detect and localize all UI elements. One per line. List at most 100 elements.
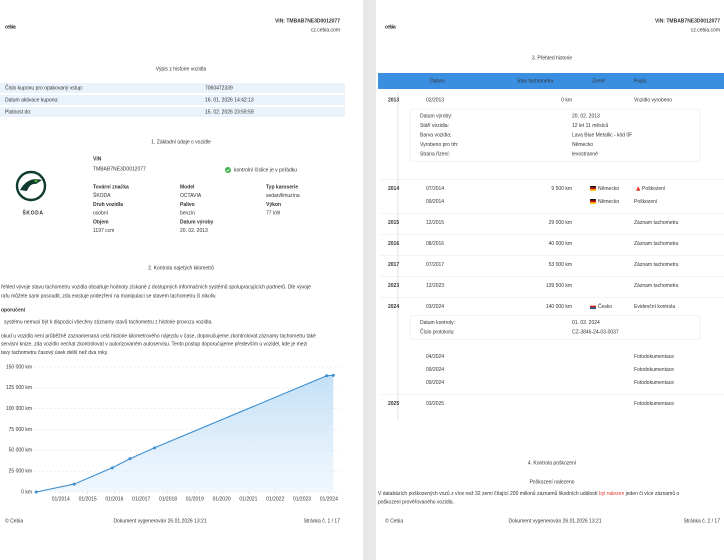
section-heading: 2. Kontrola najetých kilometrů bbox=[148, 264, 214, 271]
x-tick-label: 01/2018 bbox=[159, 496, 177, 502]
entry-description: Poškození bbox=[642, 186, 666, 192]
entry-date: 07/2017 bbox=[426, 262, 444, 268]
y-tick-label: 50 000 km bbox=[9, 448, 32, 454]
entry-description: Vozidlo vyrobeno bbox=[634, 97, 672, 103]
detail-label: Barva vozidla: bbox=[420, 132, 451, 138]
entry-date: 12/2023 bbox=[426, 283, 444, 289]
column-header: Datum bbox=[430, 78, 445, 84]
entry-description: Fotodokumentace bbox=[634, 367, 674, 373]
check-icon bbox=[225, 167, 231, 173]
entry-odometer: 9 500 km bbox=[551, 186, 572, 192]
x-tick-label: 01/2022 bbox=[266, 496, 284, 502]
text-part: jeden či více záznamů o bbox=[624, 490, 679, 497]
flag-stripe bbox=[590, 199, 596, 201]
coupon-row bbox=[0, 107, 345, 117]
coupon-value: 16. 01. 2026 14:42:13 bbox=[205, 97, 254, 103]
entry-description: Fotodokumentace bbox=[634, 380, 674, 386]
field-value: 20. 02. 2013 bbox=[180, 228, 208, 234]
x-tick-label: 01/2019 bbox=[186, 496, 204, 502]
entry-date: 12/2015 bbox=[426, 220, 444, 226]
field-label: Model bbox=[180, 184, 195, 190]
detail-label: Číslo protokolu: bbox=[420, 328, 455, 335]
field-label: Výkon bbox=[266, 202, 281, 208]
x-tick-label: 01/2017 bbox=[132, 496, 150, 502]
site: cz.cebia.com bbox=[691, 27, 720, 33]
column-header: Stav tachometru bbox=[517, 78, 554, 84]
point bbox=[153, 446, 157, 450]
paragraph-line: servisní knize, zda vozidlo nechat zkont… bbox=[1, 342, 307, 348]
point bbox=[128, 457, 132, 461]
year: 2014 bbox=[388, 186, 399, 192]
field-value: benzín bbox=[180, 210, 195, 216]
page-title: Výpis z historie vozidla bbox=[156, 66, 207, 72]
flag-border bbox=[589, 303, 597, 310]
table-header bbox=[378, 73, 724, 89]
check-mark bbox=[226, 168, 230, 172]
vin-check: kontrolní číslice je v pořádku bbox=[234, 167, 297, 173]
entry-date: 09/2014 bbox=[426, 199, 444, 205]
year: 2017 bbox=[388, 262, 399, 268]
flag-stripe bbox=[590, 304, 596, 306]
field-value: sedan/limuzína bbox=[266, 193, 300, 199]
y-tick-label: 0 km bbox=[21, 489, 32, 495]
x-tick-label: 01/2016 bbox=[105, 496, 123, 502]
detail-value: 20. 02. 2013 bbox=[572, 113, 600, 119]
detail-label: Datum kontroly: bbox=[420, 320, 455, 326]
y-tick-label: 125 000 km bbox=[6, 385, 32, 391]
point bbox=[72, 482, 76, 486]
footer-right: Stránka č. 1 / 17 bbox=[304, 518, 341, 524]
point bbox=[331, 373, 335, 377]
point bbox=[110, 466, 114, 470]
entry-date: 03/2024 bbox=[426, 304, 444, 310]
brand-emblem-eye bbox=[34, 179, 38, 183]
entry-description: Fotodokumentace bbox=[634, 354, 674, 360]
entry-odometer: 139 500 km bbox=[546, 283, 572, 289]
text-part: V databázích poškozených vozů z více než… bbox=[378, 490, 599, 497]
brand-logo: ŠKODA bbox=[22, 208, 43, 216]
field-label: Druh vozidla bbox=[93, 202, 123, 208]
year: 2023 bbox=[388, 283, 399, 289]
paragraph-line: okud u vozidla není průběžně zaznamenaná… bbox=[1, 332, 316, 339]
entry-description: Evidenční kontrola bbox=[634, 304, 675, 310]
y-tick-label: 25 000 km bbox=[9, 468, 32, 474]
footer-right: Stránka č. 2 / 17 bbox=[684, 518, 721, 524]
entry-date: 04/2024 bbox=[426, 354, 444, 360]
coupon-row bbox=[0, 95, 345, 105]
brand-emblem bbox=[15, 170, 47, 202]
year: 2013 bbox=[388, 97, 399, 103]
entry-date: 09/2024 bbox=[426, 367, 444, 373]
year: 2015 bbox=[388, 220, 399, 226]
detail-label: Vyrobeno pro trh: bbox=[420, 142, 458, 148]
entry-date: 02/2013 bbox=[426, 97, 444, 103]
entry-description: Poškození bbox=[634, 199, 658, 205]
logo: cebia bbox=[385, 24, 396, 30]
entry-date: 07/2014 bbox=[426, 186, 444, 192]
x-tick-label: 01/2024 bbox=[320, 496, 338, 502]
section-heading: 1. Základní údaje o vozidle bbox=[151, 139, 211, 145]
flag-stripe bbox=[590, 305, 596, 308]
point bbox=[34, 490, 38, 494]
footer-center: Dokument vygenerován 26.01.2026 13:21 bbox=[113, 518, 206, 524]
year: 2016 bbox=[388, 241, 399, 247]
x-tick-label: 01/2021 bbox=[239, 496, 257, 502]
field-label: Objem bbox=[93, 219, 109, 225]
year: 2024 bbox=[388, 304, 399, 310]
details-box bbox=[409, 108, 701, 162]
field-label: Tovární značka bbox=[93, 184, 129, 190]
detail-value: Německo bbox=[572, 142, 593, 148]
vin: VIN: TMBAB7NE3D0012077 bbox=[275, 18, 340, 24]
x-tick-label: 01/2020 bbox=[213, 496, 231, 502]
entry-country: Česko bbox=[598, 303, 612, 310]
flag-stripe bbox=[590, 187, 596, 190]
detail-value: 01. 03. 2024 bbox=[572, 320, 600, 326]
section-heading: 3. Přehled historie bbox=[532, 55, 573, 61]
vin: VIN: TMBAB7NE3D0012077 bbox=[655, 18, 720, 24]
field-label: Typ karoserie bbox=[266, 184, 298, 190]
page-2 bbox=[376, 0, 724, 560]
x-tick-label: 01/2015 bbox=[79, 496, 97, 502]
y-tick-label: 150 000 km bbox=[6, 364, 32, 370]
field-label: Palivo bbox=[180, 202, 195, 208]
field-value: ŠKODA bbox=[93, 192, 111, 199]
entry-odometer: 53 000 km bbox=[549, 262, 572, 268]
